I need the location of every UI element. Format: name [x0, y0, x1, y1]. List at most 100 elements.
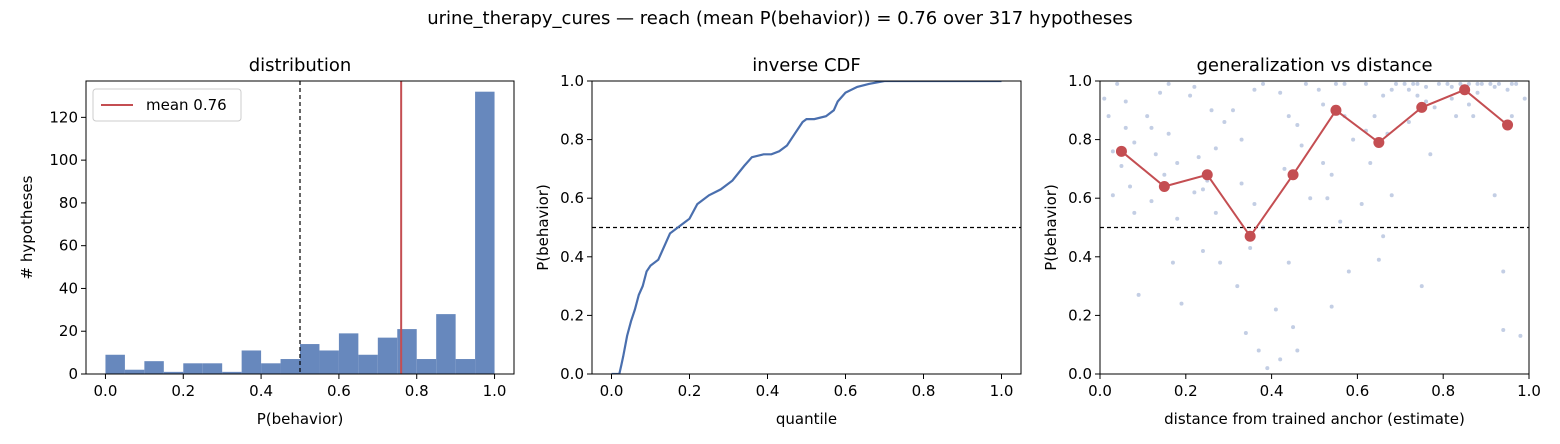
scatter-point [1136, 292, 1141, 297]
scatter-point [1488, 81, 1493, 86]
x-tick-label: 0.8 [912, 382, 936, 400]
scatter-point [1278, 357, 1283, 362]
x-tick-label: 1.0 [483, 382, 507, 400]
scatter-point [1342, 81, 1347, 86]
scatter-point [1449, 96, 1454, 101]
scatter-point [1458, 81, 1463, 86]
plot-area [105, 81, 495, 374]
scatter-point [1321, 102, 1326, 107]
y-tick-label: 0.4 [1068, 248, 1092, 266]
binned-mean-marker [1416, 101, 1428, 113]
x-tick-label: 0.4 [249, 382, 273, 400]
y-tick-label: 0.0 [560, 365, 584, 383]
scatter-point [1110, 193, 1115, 198]
scatter-point [1316, 87, 1321, 92]
scatter-point [1170, 260, 1175, 265]
y-tick-label: 1.0 [1068, 72, 1092, 90]
scatter-point [1402, 81, 1407, 86]
scatter-point [1218, 260, 1223, 265]
plot-area [592, 81, 1021, 374]
scatter-point [1351, 137, 1356, 142]
binned-mean-marker [1330, 104, 1342, 116]
scatter-point [1376, 257, 1381, 262]
panel-title: inverse CDF [752, 55, 861, 76]
scatter-point [1475, 81, 1480, 86]
x-tick-label: 0.8 [1431, 382, 1455, 400]
scatter-point [1162, 172, 1167, 177]
scatter-point [1424, 99, 1429, 104]
scatter-point [1454, 114, 1459, 119]
scatter-point [1252, 87, 1257, 92]
binned-mean-line [1120, 88, 1509, 239]
scatter-point [1389, 87, 1394, 92]
scatter-point [1346, 269, 1351, 274]
scatter-point [1338, 219, 1343, 224]
scatter-point [1308, 196, 1313, 201]
scatter-point [1509, 114, 1514, 119]
scatter-point [1479, 81, 1484, 86]
scatter-point [1252, 202, 1257, 207]
scatter-point [1235, 284, 1240, 289]
scatter-point [1295, 348, 1300, 353]
y-axis-label: # hypotheses [18, 175, 36, 279]
histogram-bar [261, 363, 281, 374]
y-tick-label: 120 [49, 108, 78, 126]
x-tick-label: 0.2 [678, 382, 702, 400]
legend: mean 0.76 [92, 88, 242, 122]
scatter-point [1188, 93, 1193, 98]
scatter-point [1406, 120, 1411, 125]
scatter-point [1381, 234, 1386, 239]
scatter-point [1132, 210, 1137, 215]
scatter-point [1436, 81, 1441, 86]
y-axis-label: P(behavior) [534, 184, 552, 271]
binned-mean-marker [1244, 230, 1256, 242]
scatter-point [1192, 190, 1197, 195]
y-tick-label: 0.2 [560, 306, 584, 324]
x-tick-label: 0.4 [1260, 382, 1284, 400]
scatter-point [1175, 216, 1180, 221]
suptitle: urine_therapy_cures — reach (mean P(beha… [427, 8, 1133, 29]
scatter-point [1381, 93, 1386, 98]
scatter-point [1394, 81, 1399, 86]
binned-mean-marker [1502, 119, 1514, 131]
scatter-point [1115, 81, 1120, 86]
binned-mean-marker [1459, 84, 1471, 96]
y-tick-label: 0.8 [560, 131, 584, 149]
y-tick-label: 1.0 [560, 72, 584, 90]
binned-mean-marker [1115, 145, 1127, 157]
histogram-bar [183, 363, 203, 374]
scatter-point [1175, 161, 1180, 166]
scatter-point [1321, 161, 1326, 166]
scatter-point [1256, 348, 1261, 353]
x-tick-label: 0.4 [756, 382, 780, 400]
scatter-point [1415, 81, 1420, 86]
x-tick-label: 0.2 [171, 382, 195, 400]
scatter-point [1492, 193, 1497, 198]
scatter-point [1501, 328, 1506, 333]
scatter-point [1424, 84, 1429, 89]
x-axis-label: P(behavior) [257, 410, 344, 428]
x-tick-label: 1.0 [1517, 382, 1541, 400]
histogram-bar [455, 359, 476, 374]
scatter-point [1363, 81, 1368, 86]
plot-area [1100, 81, 1529, 371]
histogram-bar [338, 333, 359, 374]
scatter-point [1278, 90, 1283, 95]
scatter-point [1303, 81, 1308, 86]
histogram-bar [280, 359, 300, 374]
scatter-point [1475, 90, 1480, 95]
scatter-point [1291, 325, 1296, 330]
scatter-point [1471, 114, 1476, 119]
scatter-point [1432, 105, 1437, 110]
scatter-point [1153, 152, 1158, 157]
x-axis-label: quantile [776, 410, 837, 428]
scatter-point [1372, 114, 1377, 119]
scatter-point [1333, 81, 1338, 86]
histogram-bar [241, 350, 262, 374]
x-tick-label: 0.2 [1174, 382, 1198, 400]
y-tick-label: 0.6 [560, 189, 584, 207]
scatter-point [1200, 187, 1205, 192]
scatter-point [1273, 307, 1278, 312]
histogram-bar [105, 354, 125, 374]
